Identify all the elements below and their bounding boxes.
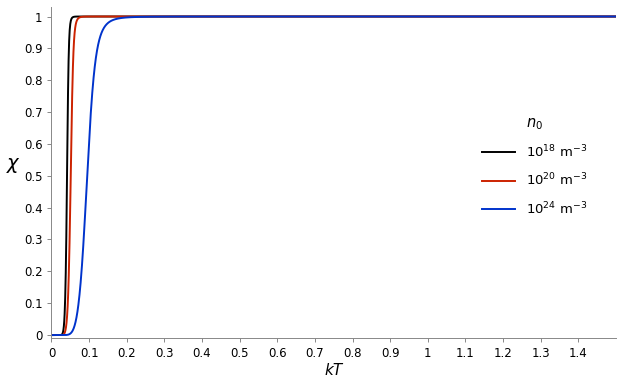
Y-axis label: χ: χ — [7, 154, 19, 172]
Legend: $10^{18}\ \mathrm{m}^{-3}$, $10^{20}\ \mathrm{m}^{-3}$, $10^{24}\ \mathrm{m}^{-3: $10^{18}\ \mathrm{m}^{-3}$, $10^{20}\ \m… — [477, 110, 592, 222]
X-axis label: kT: kT — [325, 363, 343, 378]
